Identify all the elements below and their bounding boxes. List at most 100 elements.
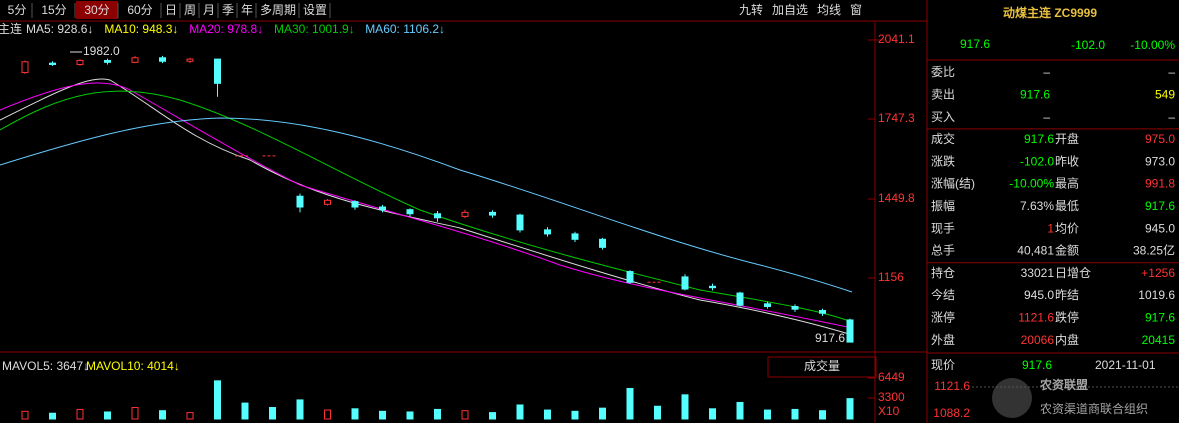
row-label: 现手 bbox=[931, 221, 955, 235]
toolbar-tab[interactable]: 30分 bbox=[84, 3, 109, 17]
row-value: 945.0 bbox=[1024, 288, 1054, 302]
toolbar-button[interactable]: 均线 bbox=[817, 3, 841, 17]
candle-body bbox=[489, 211, 496, 216]
toolbar-button[interactable]: 九转 bbox=[739, 2, 763, 17]
toolbar-tab[interactable]: 多周期 bbox=[260, 3, 296, 17]
row-value: 991.8 bbox=[1145, 177, 1175, 191]
toolbar-tab[interactable]: 月 bbox=[203, 3, 215, 17]
row-label: 昨收 bbox=[1055, 154, 1079, 168]
candle-body bbox=[214, 58, 221, 84]
toolbar-tab[interactable]: 15分 bbox=[41, 3, 66, 17]
volume-bar bbox=[104, 411, 111, 420]
row-label: 金额 bbox=[1055, 243, 1079, 258]
candle-body bbox=[186, 58, 194, 62]
candle-body bbox=[21, 61, 29, 74]
candle-body bbox=[626, 271, 634, 283]
y-tick-label: 1449.8 bbox=[878, 191, 915, 205]
toolbar-tab[interactable]: 日 bbox=[165, 3, 177, 17]
tick-label: 现价 bbox=[931, 358, 955, 372]
toolbar-tab[interactable]: 季 bbox=[222, 3, 234, 17]
candle-body bbox=[159, 57, 166, 62]
row-label: 均价 bbox=[1055, 221, 1079, 235]
y-tick-label: 1156 bbox=[878, 270, 904, 284]
candle-body bbox=[324, 199, 331, 205]
volume-bar bbox=[461, 410, 469, 420]
row-value: 975.0 bbox=[1145, 132, 1175, 146]
volume-bar bbox=[626, 387, 634, 420]
volume-bar bbox=[186, 412, 194, 420]
row-value: – bbox=[1168, 110, 1175, 124]
row-value: 917.6 bbox=[1020, 87, 1050, 101]
volume-bar bbox=[406, 411, 414, 420]
row-value: -102.0 bbox=[1020, 154, 1054, 168]
row-value: +1256 bbox=[1141, 266, 1175, 280]
volume-bar bbox=[654, 405, 661, 420]
ma-legend: MA30: 1001.9↓ bbox=[274, 22, 355, 36]
row-value: 33021 bbox=[1021, 266, 1055, 280]
volume-bar bbox=[131, 407, 139, 420]
volume-bar bbox=[241, 402, 249, 420]
y-tick-label: 1747.3 bbox=[878, 111, 915, 125]
row-value: 917.6 bbox=[1145, 310, 1175, 324]
toolbar-tab[interactable]: 周 bbox=[184, 3, 196, 17]
row-value: 917.6 bbox=[1024, 132, 1054, 146]
row-value: – bbox=[1168, 65, 1175, 79]
row-value: 945.0 bbox=[1145, 221, 1175, 235]
row-label: 涨幅(结) bbox=[931, 176, 975, 191]
candle-body bbox=[791, 306, 799, 310]
volume-bar bbox=[516, 404, 524, 420]
row-label: 总手 bbox=[931, 244, 955, 258]
row-label: 买入 bbox=[931, 110, 955, 124]
quote-title: 动煤主连 ZC9999 bbox=[1003, 5, 1097, 20]
row-label: 成交 bbox=[931, 131, 955, 146]
toolbar-tab[interactable]: 设置 bbox=[303, 3, 327, 17]
toolbar-button[interactable]: 加自选 bbox=[772, 3, 808, 17]
volume-bar bbox=[681, 394, 689, 420]
candle-body bbox=[599, 238, 606, 248]
volume-bar bbox=[351, 408, 359, 420]
volume-bar bbox=[791, 408, 799, 420]
row-label: 委比 bbox=[931, 65, 955, 79]
volume-title: 成交量 bbox=[804, 358, 840, 373]
ma-legend: MA5: 928.6↓ bbox=[26, 22, 93, 36]
quote-price: 917.6 bbox=[960, 37, 990, 51]
row-label: 持仓 bbox=[931, 265, 955, 280]
row-value: 917.6 bbox=[1145, 199, 1175, 213]
ma-legend: MA60: 1106.2↓ bbox=[365, 22, 445, 36]
volume-bar bbox=[379, 410, 386, 420]
row-label: 振幅 bbox=[931, 198, 955, 213]
candle-body bbox=[764, 303, 771, 308]
row-label: 涨跌 bbox=[931, 153, 955, 168]
candle-body bbox=[819, 310, 826, 314]
volume-legend: MAVOL5: 3647↓ bbox=[2, 359, 89, 373]
candle-body bbox=[544, 229, 551, 235]
candle-body bbox=[49, 62, 56, 65]
watermark-logo bbox=[992, 378, 1032, 418]
candle-body bbox=[846, 319, 854, 343]
last-label: 917.6 bbox=[815, 331, 845, 345]
volume-tick-label: 3300 bbox=[878, 390, 905, 404]
volume-bar bbox=[544, 409, 551, 420]
volume-bar bbox=[489, 412, 496, 420]
volume-bar bbox=[296, 399, 304, 420]
row-value: 1 bbox=[1047, 221, 1054, 235]
tick-price: 917.6 bbox=[1022, 358, 1052, 372]
ma-legend: MA10: 948.3↓ bbox=[104, 22, 178, 36]
volume-bar bbox=[324, 409, 331, 420]
row-label: 今结 bbox=[931, 287, 955, 302]
toolbar-tab[interactable]: 年 bbox=[241, 3, 253, 17]
volume-bar bbox=[49, 412, 56, 420]
volume-bar bbox=[764, 409, 771, 420]
row-value: – bbox=[1043, 110, 1050, 124]
volume-tick-label: 6449 bbox=[878, 370, 905, 384]
toolbar-tab[interactable]: 60分 bbox=[127, 3, 152, 17]
toolbar-tab[interactable]: 5分 bbox=[8, 3, 27, 17]
high-label: 1982.0 bbox=[83, 44, 120, 58]
watermark-subtitle: 农资渠道商联合组织 bbox=[1040, 401, 1148, 416]
volume-bar bbox=[846, 398, 854, 420]
volume-bar bbox=[21, 410, 29, 420]
volume-bar bbox=[159, 410, 166, 420]
candle-body bbox=[736, 292, 744, 306]
candle-body bbox=[681, 276, 689, 290]
toolbar-button[interactable]: 窗 bbox=[850, 3, 862, 17]
